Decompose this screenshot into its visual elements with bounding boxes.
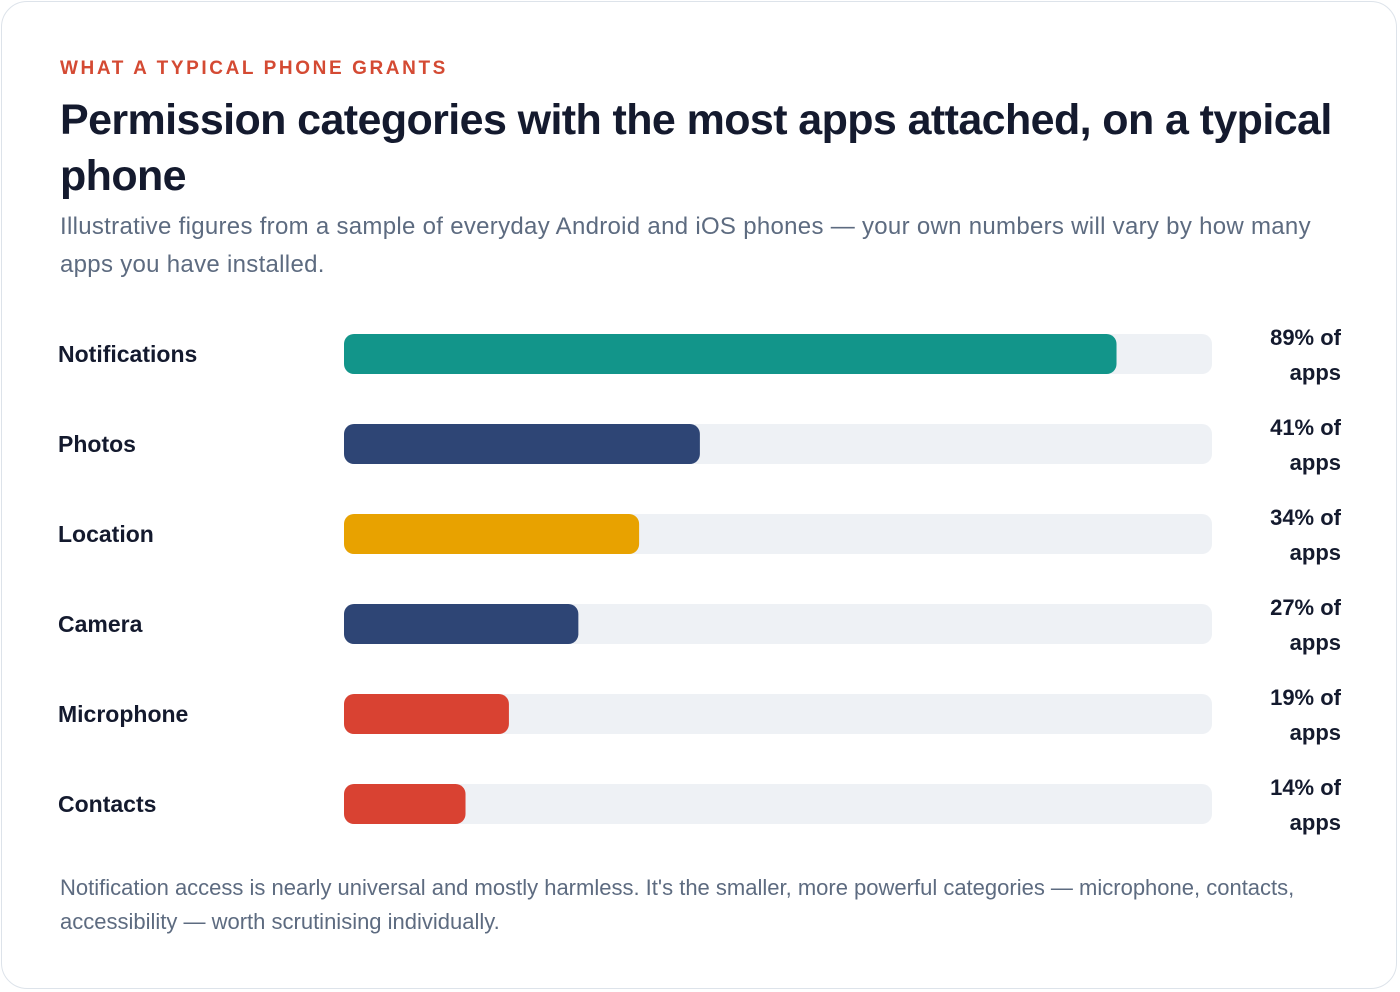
value-label-location: 34% of apps xyxy=(1270,505,1342,565)
bar-row-notifications: Notifications 89% of apps xyxy=(58,325,1342,385)
value-label-line: apps xyxy=(1290,450,1341,475)
value-label-contacts: 14% of apps xyxy=(1270,775,1342,835)
value-label-line: 14% of xyxy=(1270,775,1342,800)
value-label-line: 19% of xyxy=(1270,685,1342,710)
value-label-camera: 27% of apps xyxy=(1270,595,1342,655)
value-label-line: apps xyxy=(1290,360,1341,385)
eyebrow-label: WHAT A TYPICAL PHONE GRANTS xyxy=(60,58,448,79)
value-label-photos: 41% of apps xyxy=(1270,415,1342,475)
bar-photos xyxy=(344,424,700,464)
value-label-line: apps xyxy=(1290,720,1341,745)
bar-location xyxy=(344,514,640,554)
chart-title: Permission categories with the most apps… xyxy=(60,96,1332,200)
bar-row-microphone: Microphone 19% of apps xyxy=(58,685,1342,745)
bar-camera xyxy=(344,604,579,644)
bar-track-contacts xyxy=(344,784,1212,824)
value-label-line: 89% of xyxy=(1270,325,1342,350)
category-label-contacts: Contacts xyxy=(58,791,156,817)
value-label-line: 41% of xyxy=(1270,415,1342,440)
bar-row-photos: Photos 41% of apps xyxy=(58,415,1342,475)
value-label-line: apps xyxy=(1290,810,1341,835)
value-label-line: 27% of xyxy=(1270,595,1342,620)
value-label-line: 34% of xyxy=(1270,505,1342,530)
chart-footnote: Notification access is nearly universal … xyxy=(60,875,1295,934)
bar-track-microphone xyxy=(344,694,1212,734)
bar-notifications xyxy=(344,334,1117,374)
category-label-photos: Photos xyxy=(58,431,136,457)
bar-row-contacts: Contacts 14% of apps xyxy=(58,775,1342,835)
category-label-notifications: Notifications xyxy=(58,341,197,367)
bar-contacts xyxy=(344,784,466,824)
category-label-location: Location xyxy=(58,521,154,547)
chart-subtitle: Illustrative figures from a sample of ev… xyxy=(60,213,1311,278)
bar-microphone xyxy=(344,694,509,734)
bar-row-camera: Camera 27% of apps xyxy=(58,595,1342,655)
value-label-microphone: 19% of apps xyxy=(1270,685,1342,745)
value-label-line: apps xyxy=(1290,630,1341,655)
category-label-camera: Camera xyxy=(58,611,143,637)
value-label-notifications: 89% of apps xyxy=(1270,325,1342,385)
bar-row-location: Location 34% of apps xyxy=(58,505,1342,565)
category-label-microphone: Microphone xyxy=(58,701,188,727)
value-label-line: apps xyxy=(1290,540,1341,565)
